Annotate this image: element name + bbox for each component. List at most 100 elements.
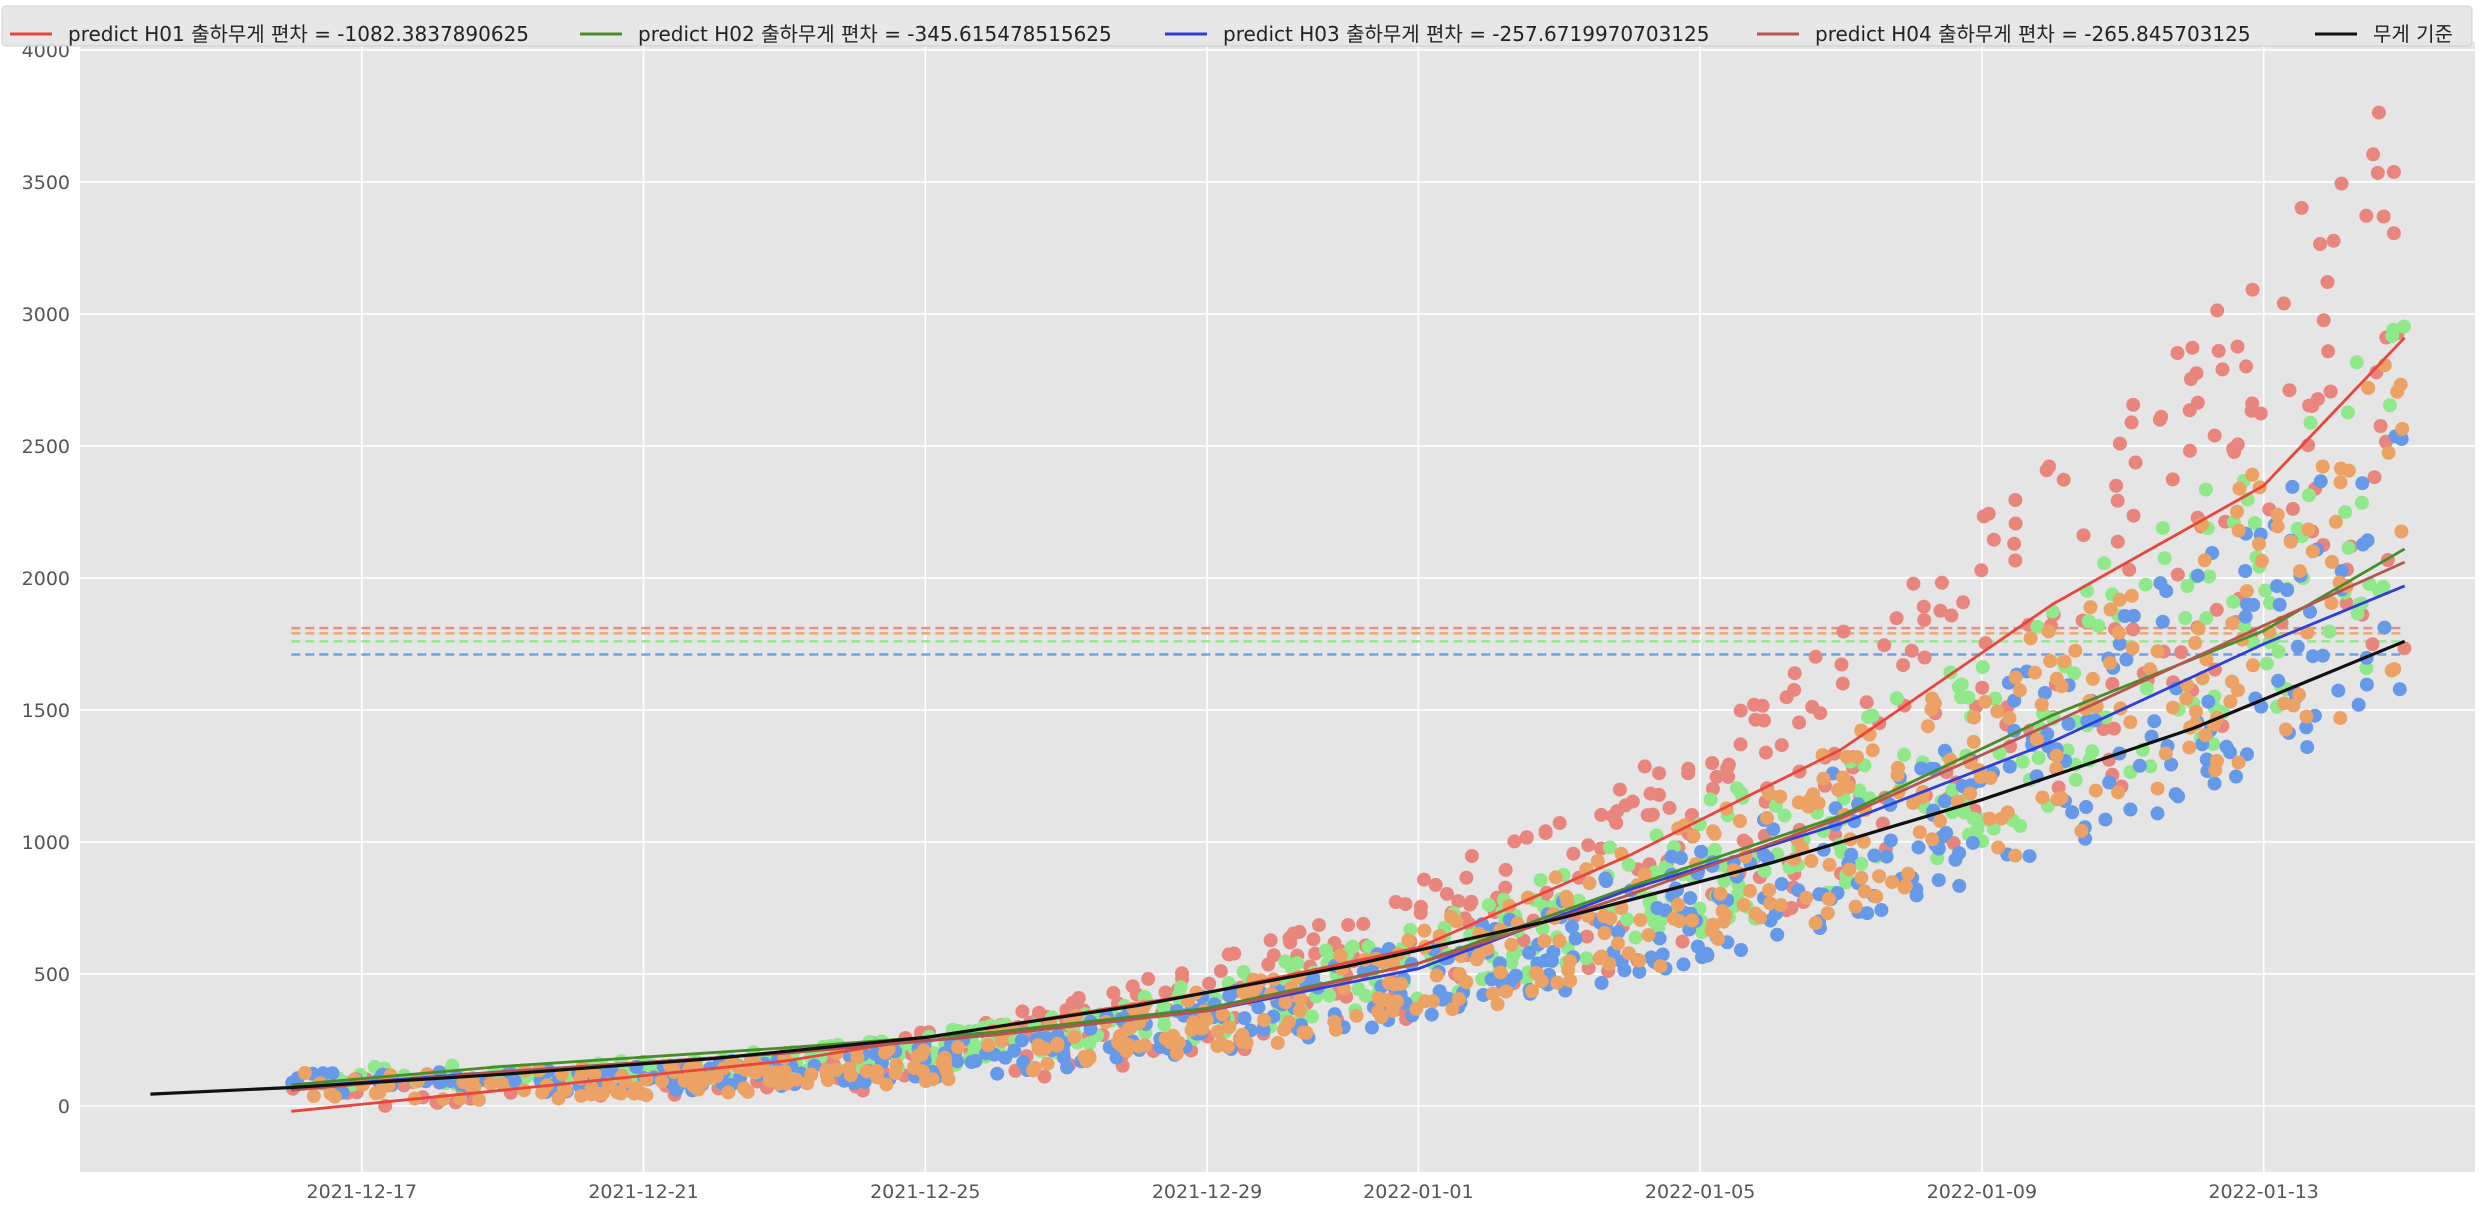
scatter-point: [1703, 792, 1718, 807]
scatter-point: [2049, 748, 2064, 763]
scatter-point: [2150, 781, 2165, 796]
scatter-point: [626, 1086, 641, 1101]
scatter-point: [2292, 564, 2307, 579]
series-line: [291, 336, 2406, 1113]
scatter-point: [1308, 946, 1323, 961]
scatter-point: [1341, 918, 1356, 932]
scatter-point: [2123, 802, 2138, 817]
scatter-point: [1106, 985, 1121, 1000]
scatter-point: [2271, 673, 2286, 688]
scatter-point: [1451, 894, 1466, 909]
scatter-point: [2068, 643, 2083, 658]
scatter-point: [1390, 994, 1405, 1009]
scatter-point: [2060, 743, 2075, 758]
scatter-point: [2208, 763, 2223, 777]
scatter-point: [1956, 595, 1971, 610]
scatter-point: [1561, 963, 1576, 978]
scatter-point: [1684, 808, 1699, 822]
scatter-point: [2373, 419, 2388, 433]
series-line: [150, 639, 2406, 1096]
scatter-point: [2110, 534, 2125, 549]
scatter-point: [2123, 715, 2138, 730]
scatter-point: [964, 1055, 979, 1070]
scatter-point: [655, 1074, 669, 1089]
scatter-point: [2068, 772, 2083, 787]
scatter-point: [2215, 362, 2230, 377]
scatter-point: [325, 1066, 340, 1081]
scatter-point: [950, 1054, 965, 1069]
scatter-point: [2392, 682, 2407, 697]
scatter-point: [1901, 866, 1916, 881]
scatter-point: [709, 1069, 724, 1084]
scatter-point: [1060, 1060, 1074, 1075]
scatter-point: [2155, 614, 2170, 629]
scatter-point: [1906, 576, 1921, 591]
scatter-point: [870, 1070, 885, 1085]
scatter-point: [1933, 603, 1948, 618]
scatter-point: [1763, 896, 1778, 911]
scatter-point: [2245, 282, 2260, 297]
scatter-point: [1594, 976, 1609, 990]
scatter-point: [1927, 696, 1942, 711]
scatter-point: [2034, 697, 2049, 712]
scatter-point: [2180, 579, 2195, 593]
scatter-point: [1452, 992, 1466, 1007]
scatter-point: [1401, 933, 1416, 948]
scatter-point: [1464, 849, 1479, 863]
scatter-point: [686, 1079, 701, 1094]
scatter-point: [2088, 783, 2103, 798]
scatter-point: [2112, 636, 2127, 651]
scatter-point: [1550, 975, 1565, 990]
scatter-point: [1733, 703, 1748, 718]
scatter-point: [1787, 666, 1802, 681]
scatter-point: [2324, 596, 2339, 611]
scatter-point: [2112, 436, 2127, 451]
scatter-point: [819, 1063, 834, 1078]
scatter-point: [1620, 912, 1634, 927]
scatter-point: [1861, 710, 1876, 725]
scatter-point: [2185, 340, 2200, 355]
scatter-point: [1681, 766, 1696, 781]
scatter-point: [535, 1085, 550, 1100]
scatter-point: [1662, 800, 1677, 815]
scatter-point: [1877, 638, 1892, 653]
scatter-point: [1498, 880, 1513, 895]
scatter-point: [1505, 948, 1520, 963]
scatter-point: [1671, 897, 1685, 912]
scatter-point: [2126, 608, 2141, 623]
scatter-point: [1507, 834, 1522, 849]
scatter-point: [1944, 608, 1959, 623]
scatter-point: [1611, 925, 1626, 940]
scatter-point: [2246, 658, 2260, 673]
scatter-point: [2198, 482, 2213, 497]
scatter-point: [888, 1066, 903, 1081]
scatter-point: [2285, 501, 2300, 516]
scatter-point: [1753, 910, 1768, 925]
scatter-point: [2315, 648, 2330, 663]
scatter-point: [2276, 296, 2291, 311]
scatter-point: [1756, 713, 1771, 728]
scatter-point: [2076, 528, 2091, 543]
scatter-point: [951, 1040, 965, 1055]
scatter-point: [1792, 715, 1807, 730]
scatter-point: [2290, 521, 2305, 536]
scatter-point: [2043, 654, 2058, 668]
scatter-point: [2111, 625, 2126, 640]
scatter-point: [1286, 926, 1301, 941]
scatter-point: [2300, 625, 2315, 640]
scatter-point: [1773, 898, 1788, 912]
scatter-point: [1683, 891, 1698, 906]
scatter-point: [2305, 649, 2320, 664]
scatter-point: [1602, 840, 1617, 855]
scatter-point: [2259, 656, 2274, 671]
scatter-point: [878, 1045, 893, 1060]
scatter-point: [2294, 200, 2309, 215]
legend-box: [1, 5, 2473, 47]
scatter-point: [2074, 823, 2089, 838]
scatter-point: [1040, 1056, 1055, 1071]
scatter-point: [2394, 524, 2409, 539]
scatter-point: [1261, 957, 1276, 972]
scatter-point: [2359, 661, 2374, 676]
scatter-point: [495, 1076, 510, 1091]
